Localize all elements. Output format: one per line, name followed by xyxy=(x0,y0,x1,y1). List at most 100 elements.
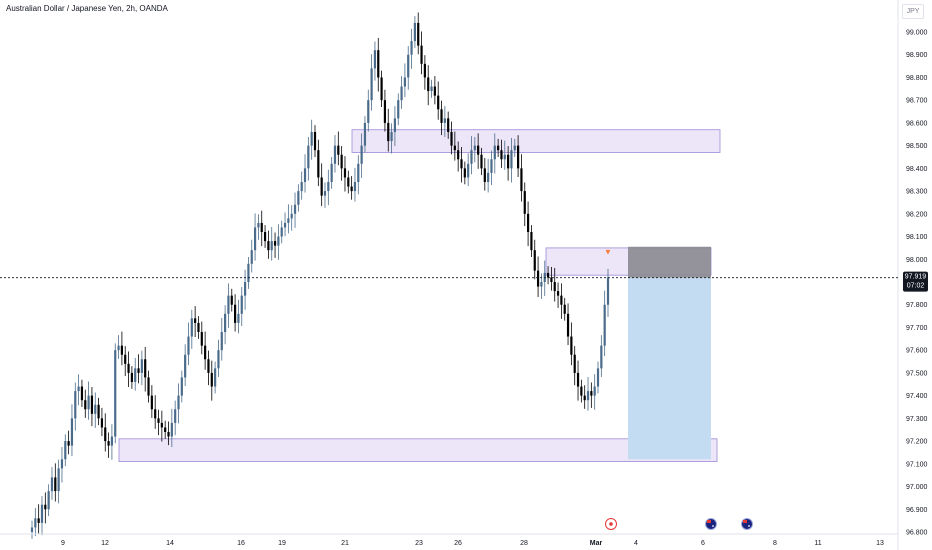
stop-loss-zone xyxy=(628,246,711,278)
candle-body xyxy=(270,241,273,251)
candle-body xyxy=(283,222,287,228)
candle-body xyxy=(546,272,550,278)
candle-body xyxy=(387,122,390,142)
candle-body xyxy=(267,241,270,251)
australia-flag-icon[interactable] xyxy=(705,518,717,530)
currency-button[interactable]: JPY xyxy=(902,4,924,19)
x-tick-label: 16 xyxy=(237,540,245,547)
candle-body xyxy=(440,109,443,123)
candle-body xyxy=(523,191,526,214)
candle-body xyxy=(353,182,357,192)
candle-body xyxy=(230,295,233,305)
candle-body xyxy=(357,163,360,182)
x-tick-label: 8 xyxy=(773,540,777,547)
candle-body xyxy=(200,332,203,346)
candle-body xyxy=(530,232,533,251)
y-tick-label: 97.300 xyxy=(906,416,928,423)
candle-body xyxy=(600,345,603,369)
y-tick-label: 98.500 xyxy=(906,143,928,150)
candle-body xyxy=(497,145,500,151)
candle-body xyxy=(140,359,143,373)
candle-body xyxy=(137,368,140,373)
candle-body xyxy=(470,150,473,164)
candle-body xyxy=(343,168,347,178)
candle-body xyxy=(90,395,94,414)
chart-title: Australian Dollar / Japanese Yen, 2h, OA… xyxy=(6,4,168,13)
candle-body xyxy=(170,422,173,437)
candle-body xyxy=(327,182,330,192)
countdown-label: 07:02 xyxy=(907,283,925,290)
candle-body xyxy=(240,295,243,314)
candle-body xyxy=(237,313,240,323)
candle-body xyxy=(224,313,227,332)
y-tick-label: 98.900 xyxy=(906,52,928,59)
candle-body xyxy=(483,168,486,182)
time-axis[interactable]: 9 12 14 16 19 21 23 26 28 Mar 4 6 8 11 13 xyxy=(61,540,884,547)
candle-body xyxy=(570,336,573,355)
candle-body xyxy=(367,100,370,123)
x-tick-label: Mar xyxy=(590,540,603,547)
flag-canton xyxy=(707,520,711,523)
y-tick-label: 97.000 xyxy=(906,484,928,491)
x-tick-label: 14 xyxy=(166,540,174,547)
candle-body xyxy=(576,372,580,387)
candle-body xyxy=(250,250,253,264)
candle-body xyxy=(184,354,187,378)
candle-body xyxy=(57,468,60,492)
candle-body xyxy=(293,204,297,214)
candle-body xyxy=(477,145,480,155)
earnings-icon[interactable] xyxy=(605,518,617,530)
y-tick-label: 96.900 xyxy=(906,507,928,514)
candle-body xyxy=(227,295,230,314)
candle-body xyxy=(233,304,237,323)
candle-body xyxy=(397,100,400,119)
last-price-tag: 97.919 07:02 xyxy=(903,271,928,292)
australia-flag-icon[interactable] xyxy=(741,518,753,530)
y-tick-label: 97.500 xyxy=(906,370,928,377)
candle-body xyxy=(190,318,193,337)
candle-body xyxy=(287,218,290,223)
candle-body xyxy=(606,277,610,305)
y-tick-label: 99.000 xyxy=(906,30,928,37)
events-row[interactable] xyxy=(605,518,753,530)
candle-body xyxy=(37,518,40,523)
candle-body xyxy=(373,50,377,69)
flag-star xyxy=(712,525,714,527)
candle-body xyxy=(450,132,453,146)
candle-body xyxy=(563,304,566,314)
y-tick-label: 98.800 xyxy=(906,75,928,82)
candle-body xyxy=(50,477,54,492)
candle-body xyxy=(586,391,590,401)
candle-body xyxy=(197,322,200,332)
candle-body xyxy=(580,386,583,396)
candle-body xyxy=(177,395,180,410)
candle-body xyxy=(67,441,70,446)
candle-body xyxy=(403,77,407,87)
y-tick-label: 97.100 xyxy=(906,461,928,468)
candle-body xyxy=(513,145,516,151)
candle-body xyxy=(337,145,340,155)
candle-body xyxy=(144,359,147,378)
candle-body xyxy=(97,404,100,419)
candle-body xyxy=(164,427,167,432)
candle-body xyxy=(64,441,67,460)
y-tick-label: 98.100 xyxy=(906,234,928,241)
candle-body xyxy=(214,368,217,387)
candle-body xyxy=(60,459,64,469)
candle-body xyxy=(194,318,197,323)
candle-body xyxy=(217,350,220,369)
candle-body xyxy=(536,270,540,287)
candle-body xyxy=(347,177,350,187)
candle-body xyxy=(34,518,37,528)
short-position-tool[interactable] xyxy=(628,246,711,460)
candle-body xyxy=(360,145,363,164)
candle-body xyxy=(253,227,257,251)
candle-body xyxy=(107,441,110,446)
candle-body xyxy=(383,100,387,123)
candle-body xyxy=(104,427,107,442)
candle-body xyxy=(560,295,563,305)
candle-body xyxy=(460,159,463,169)
candle-body xyxy=(243,282,247,296)
candle-body xyxy=(220,332,223,351)
